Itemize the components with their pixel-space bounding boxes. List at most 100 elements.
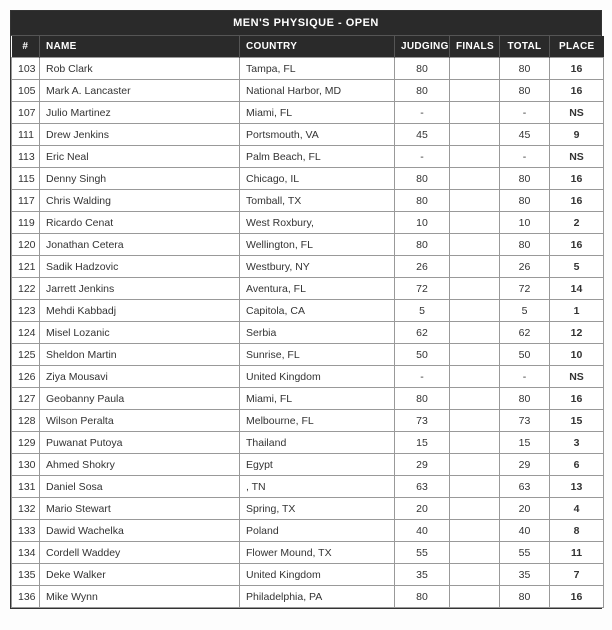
cell-country: Philadelphia, PA xyxy=(240,586,395,608)
cell-judging: - xyxy=(395,146,450,168)
cell-total: 80 xyxy=(500,190,550,212)
cell-country: Spring, TX xyxy=(240,498,395,520)
cell-place: 6 xyxy=(550,454,604,476)
cell-country: National Harbor, MD xyxy=(240,80,395,102)
cell-total: 40 xyxy=(500,520,550,542)
cell-number: 103 xyxy=(12,58,40,80)
cell-name: Denny Singh xyxy=(40,168,240,190)
cell-number: 133 xyxy=(12,520,40,542)
table-header: # NAME COUNTRY JUDGING FINALS TOTAL PLAC… xyxy=(12,36,604,58)
table-row: 107Julio MartinezMiami, FL--NS xyxy=(12,102,604,124)
table-row: 124Misel LozanicSerbia626212 xyxy=(12,322,604,344)
cell-country: Tomball, TX xyxy=(240,190,395,212)
cell-place: 2 xyxy=(550,212,604,234)
cell-total: 72 xyxy=(500,278,550,300)
table-row: 123Mehdi KabbadjCapitola, CA551 xyxy=(12,300,604,322)
table-body: 103Rob ClarkTampa, FL808016105Mark A. La… xyxy=(12,58,604,608)
cell-place: 8 xyxy=(550,520,604,542)
cell-place: 16 xyxy=(550,190,604,212)
table-row: 117Chris WaldingTomball, TX808016 xyxy=(12,190,604,212)
cell-total: 73 xyxy=(500,410,550,432)
cell-number: 120 xyxy=(12,234,40,256)
cell-finals xyxy=(450,564,500,586)
col-place: PLACE xyxy=(550,36,604,58)
cell-total: 62 xyxy=(500,322,550,344)
cell-finals xyxy=(450,454,500,476)
cell-number: 105 xyxy=(12,80,40,102)
cell-finals xyxy=(450,432,500,454)
cell-country: Sunrise, FL xyxy=(240,344,395,366)
cell-name: Rob Clark xyxy=(40,58,240,80)
cell-judging: 63 xyxy=(395,476,450,498)
cell-judging: 73 xyxy=(395,410,450,432)
cell-judging: 29 xyxy=(395,454,450,476)
cell-number: 130 xyxy=(12,454,40,476)
cell-judging: 35 xyxy=(395,564,450,586)
table-title: MEN'S PHYSIQUE - OPEN xyxy=(11,11,601,36)
cell-finals xyxy=(450,278,500,300)
table-row: 128Wilson PeraltaMelbourne, FL737315 xyxy=(12,410,604,432)
cell-judging: - xyxy=(395,102,450,124)
col-total: TOTAL xyxy=(500,36,550,58)
cell-finals xyxy=(450,344,500,366)
cell-name: Sheldon Martin xyxy=(40,344,240,366)
cell-place: 10 xyxy=(550,344,604,366)
table-row: 131Daniel Sosa, TN636313 xyxy=(12,476,604,498)
cell-country: Flower Mound, TX xyxy=(240,542,395,564)
cell-country: Melbourne, FL xyxy=(240,410,395,432)
cell-judging: 55 xyxy=(395,542,450,564)
cell-country: Thailand xyxy=(240,432,395,454)
cell-judging: 72 xyxy=(395,278,450,300)
col-name: NAME xyxy=(40,36,240,58)
cell-total: 5 xyxy=(500,300,550,322)
cell-place: 16 xyxy=(550,586,604,608)
cell-place: 9 xyxy=(550,124,604,146)
cell-country: Palm Beach, FL xyxy=(240,146,395,168)
cell-finals xyxy=(450,322,500,344)
cell-total: 80 xyxy=(500,388,550,410)
cell-place: 16 xyxy=(550,168,604,190)
cell-judging: 80 xyxy=(395,80,450,102)
cell-finals xyxy=(450,234,500,256)
cell-place: 1 xyxy=(550,300,604,322)
table-row: 136Mike WynnPhiladelphia, PA808016 xyxy=(12,586,604,608)
table-row: 122Jarrett JenkinsAventura, FL727214 xyxy=(12,278,604,300)
cell-number: 129 xyxy=(12,432,40,454)
table-row: 132Mario StewartSpring, TX20204 xyxy=(12,498,604,520)
cell-name: Eric Neal xyxy=(40,146,240,168)
cell-number: 131 xyxy=(12,476,40,498)
cell-place: NS xyxy=(550,366,604,388)
cell-number: 115 xyxy=(12,168,40,190)
cell-country: Tampa, FL xyxy=(240,58,395,80)
cell-name: Jarrett Jenkins xyxy=(40,278,240,300)
cell-judging: 20 xyxy=(395,498,450,520)
cell-name: Jonathan Cetera xyxy=(40,234,240,256)
col-finals: FINALS xyxy=(450,36,500,58)
cell-judging: 80 xyxy=(395,388,450,410)
cell-judging: 5 xyxy=(395,300,450,322)
cell-total: 80 xyxy=(500,58,550,80)
table-row: 130Ahmed ShokryEgypt29296 xyxy=(12,454,604,476)
cell-country: , TN xyxy=(240,476,395,498)
cell-name: Cordell Waddey xyxy=(40,542,240,564)
cell-total: 80 xyxy=(500,168,550,190)
cell-total: - xyxy=(500,102,550,124)
cell-country: Serbia xyxy=(240,322,395,344)
cell-judging: 80 xyxy=(395,168,450,190)
cell-number: 126 xyxy=(12,366,40,388)
cell-number: 135 xyxy=(12,564,40,586)
cell-name: Misel Lozanic xyxy=(40,322,240,344)
cell-total: 80 xyxy=(500,80,550,102)
table-row: 133Dawid WachelkaPoland40408 xyxy=(12,520,604,542)
cell-number: 136 xyxy=(12,586,40,608)
cell-finals xyxy=(450,124,500,146)
cell-total: 15 xyxy=(500,432,550,454)
cell-judging: 80 xyxy=(395,190,450,212)
cell-finals xyxy=(450,476,500,498)
cell-judging: - xyxy=(395,366,450,388)
cell-finals xyxy=(450,146,500,168)
cell-place: 5 xyxy=(550,256,604,278)
cell-total: - xyxy=(500,366,550,388)
cell-finals xyxy=(450,102,500,124)
cell-name: Drew Jenkins xyxy=(40,124,240,146)
